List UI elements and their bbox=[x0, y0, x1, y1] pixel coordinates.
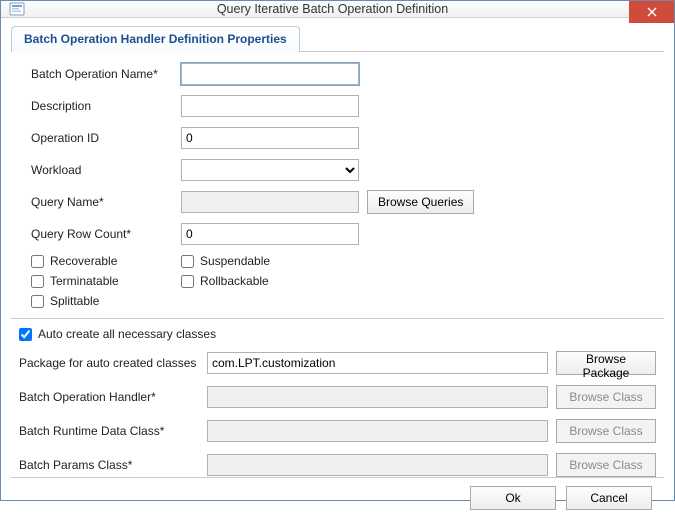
label-workload: Workload bbox=[31, 163, 181, 177]
label-handler: Batch Operation Handler* bbox=[19, 390, 199, 404]
batch-operation-name-input[interactable] bbox=[181, 63, 359, 85]
label-package: Package for auto created classes bbox=[19, 356, 199, 370]
label-description: Description bbox=[31, 99, 181, 113]
suspendable-checkbox[interactable] bbox=[181, 255, 194, 268]
tab-properties[interactable]: Batch Operation Handler Definition Prope… bbox=[11, 26, 300, 52]
label-operation-id: Operation ID bbox=[31, 131, 181, 145]
recoverable-text: Recoverable bbox=[50, 254, 117, 268]
window-close-button[interactable] bbox=[629, 1, 674, 23]
app-icon bbox=[9, 1, 25, 17]
splittable-text: Splittable bbox=[50, 294, 99, 308]
workload-select[interactable] bbox=[181, 159, 359, 181]
terminatable-text: Terminatable bbox=[50, 274, 119, 288]
separator bbox=[11, 318, 664, 319]
dialog-button-bar: Ok Cancel bbox=[11, 477, 664, 520]
dialog-content: Batch Operation Handler Definition Prope… bbox=[1, 18, 674, 520]
auto-create-text: Auto create all necessary classes bbox=[38, 327, 216, 341]
runtime-input bbox=[207, 420, 548, 442]
checkbox-grid: Recoverable Terminatable Splittable Susp… bbox=[31, 254, 656, 308]
auto-create-area: Auto create all necessary classes Packag… bbox=[11, 323, 664, 477]
suspendable-checkbox-label[interactable]: Suspendable bbox=[181, 254, 270, 268]
description-input[interactable] bbox=[181, 95, 359, 117]
recoverable-checkbox-label[interactable]: Recoverable bbox=[31, 254, 181, 268]
label-query-name: Query Name* bbox=[31, 195, 181, 209]
browse-params-class-button: Browse Class bbox=[556, 453, 656, 477]
auto-create-checkbox[interactable] bbox=[19, 328, 32, 341]
rollbackable-checkbox[interactable] bbox=[181, 275, 194, 288]
operation-id-input[interactable] bbox=[181, 127, 359, 149]
title-bar: Query Iterative Batch Operation Definiti… bbox=[1, 1, 674, 18]
handler-input bbox=[207, 386, 548, 408]
rollbackable-text: Rollbackable bbox=[200, 274, 269, 288]
params-input bbox=[207, 454, 548, 476]
cancel-button[interactable]: Cancel bbox=[566, 486, 652, 510]
splittable-checkbox-label[interactable]: Splittable bbox=[31, 294, 181, 308]
browse-handler-class-button: Browse Class bbox=[556, 385, 656, 409]
tab-strip: Batch Operation Handler Definition Prope… bbox=[11, 26, 664, 52]
suspendable-text: Suspendable bbox=[200, 254, 270, 268]
browse-package-button[interactable]: Browse Package bbox=[556, 351, 656, 375]
form-area: Batch Operation Name* Description Operat… bbox=[11, 52, 664, 312]
label-batch-operation-name: Batch Operation Name* bbox=[31, 67, 181, 81]
query-row-count-input[interactable] bbox=[181, 223, 359, 245]
browse-queries-button[interactable]: Browse Queries bbox=[367, 190, 474, 214]
rollbackable-checkbox-label[interactable]: Rollbackable bbox=[181, 274, 270, 288]
label-runtime: Batch Runtime Data Class* bbox=[19, 424, 199, 438]
close-icon bbox=[647, 7, 657, 17]
browse-runtime-class-button: Browse Class bbox=[556, 419, 656, 443]
ok-button[interactable]: Ok bbox=[470, 486, 556, 510]
terminatable-checkbox[interactable] bbox=[31, 275, 44, 288]
auto-create-checkbox-label[interactable]: Auto create all necessary classes bbox=[19, 327, 656, 341]
terminatable-checkbox-label[interactable]: Terminatable bbox=[31, 274, 181, 288]
window-title: Query Iterative Batch Operation Definiti… bbox=[31, 2, 674, 16]
label-params: Batch Params Class* bbox=[19, 458, 199, 472]
label-query-row-count: Query Row Count* bbox=[31, 227, 181, 241]
splittable-checkbox[interactable] bbox=[31, 295, 44, 308]
query-name-input bbox=[181, 191, 359, 213]
recoverable-checkbox[interactable] bbox=[31, 255, 44, 268]
package-input[interactable] bbox=[207, 352, 548, 374]
